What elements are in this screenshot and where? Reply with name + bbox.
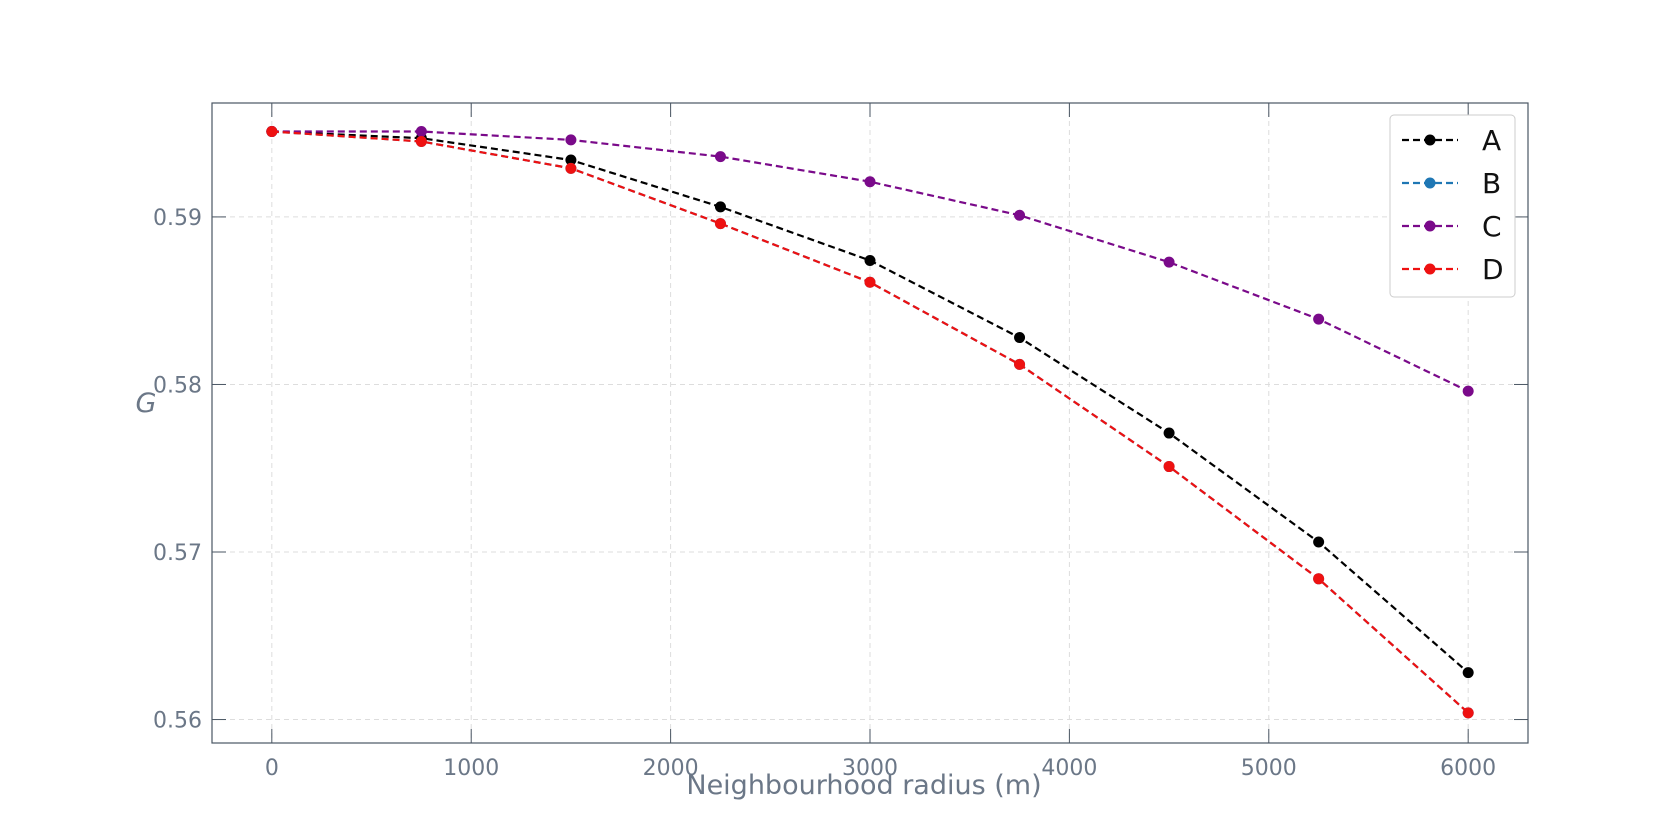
grid-lines <box>212 103 1528 743</box>
legend-label: B <box>1482 167 1501 200</box>
axes: 0 1000 2000 3000 4000 5000 6000 0.56 0.57 0.58 0.5… <box>153 102 1529 781</box>
data-point-A <box>1462 667 1474 679</box>
data-point-C <box>1462 385 1474 397</box>
legend-label: D <box>1482 253 1504 286</box>
legend-box <box>1389 114 1516 298</box>
y-tick-label: 0.59 <box>153 206 202 231</box>
data-point-C <box>1163 256 1175 268</box>
legend-item-B: B <box>1402 167 1501 200</box>
y-tick-label: 0.58 <box>153 373 202 398</box>
data-point-D <box>266 125 278 137</box>
x-axis-label: Neighbourhood radius (m) <box>686 770 1041 801</box>
x-tick-label: 0 <box>265 756 279 781</box>
legend-marker <box>1424 134 1436 146</box>
x-tick-label: 5000 <box>1241 756 1297 781</box>
y-tick-label: 0.56 <box>153 709 202 734</box>
data-point-C <box>565 134 577 146</box>
data-point-D <box>1014 358 1026 370</box>
data-point-C <box>864 176 876 188</box>
legend-item-C: C <box>1402 210 1502 243</box>
data-point-D <box>864 276 876 288</box>
data-point-C <box>1313 313 1325 325</box>
data-point-D <box>415 136 427 148</box>
legend-marker <box>1424 177 1436 189</box>
data-point-D <box>1313 573 1325 585</box>
x-tick-label: 4000 <box>1041 756 1097 781</box>
y-axis-label: G <box>136 388 157 419</box>
data-point-A <box>864 254 876 266</box>
legend-label: C <box>1482 210 1502 243</box>
legend-marker <box>1424 220 1436 232</box>
x-tick-label: 2000 <box>643 756 699 781</box>
data-point-C <box>415 125 427 137</box>
data-point-C <box>714 151 726 163</box>
legend-marker <box>1424 263 1436 275</box>
x-tick-label: 1000 <box>443 756 499 781</box>
series-lines <box>266 125 1474 719</box>
series-D <box>266 125 1474 719</box>
data-point-A <box>565 154 577 166</box>
data-point-A <box>1014 332 1026 344</box>
y-tick-label: 0.57 <box>153 541 202 566</box>
data-point-D <box>1163 461 1175 473</box>
series-line-C <box>271 130 1469 393</box>
x-tick-label: 3000 <box>842 756 898 781</box>
legend-label: A <box>1482 124 1501 157</box>
legend-item-D: D <box>1402 253 1504 286</box>
data-point-D <box>565 162 577 174</box>
data-point-A <box>1163 427 1175 439</box>
data-point-A <box>1313 536 1325 548</box>
x-tick-label: 6000 <box>1440 756 1496 781</box>
legend-item-A: A <box>1402 124 1501 157</box>
data-point-C <box>1014 209 1026 221</box>
data-point-A <box>714 201 726 213</box>
data-point-D <box>1462 707 1474 719</box>
data-point-D <box>714 218 726 230</box>
